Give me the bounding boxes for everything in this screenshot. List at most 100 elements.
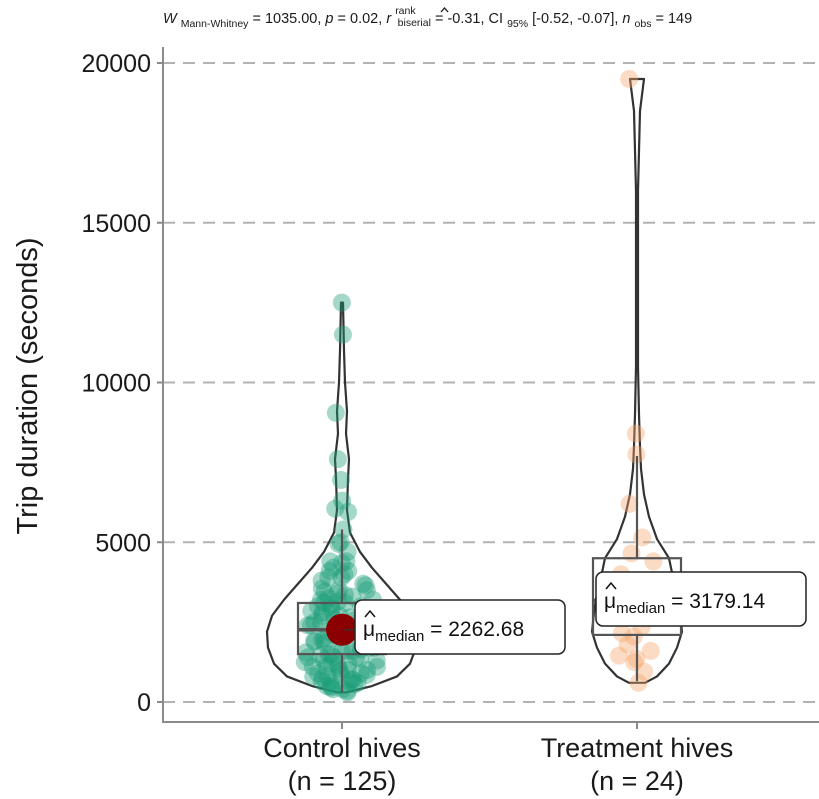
data-point — [324, 648, 343, 667]
data-point — [321, 673, 340, 692]
data-point — [308, 664, 327, 683]
data-point — [332, 641, 351, 660]
data-point — [326, 499, 345, 518]
data-point — [305, 632, 324, 651]
subtitle-r-value: = -0.31, CI — [435, 11, 503, 27]
r-hat-mark — [440, 7, 449, 13]
subtitle-w-value: = 1035.00, — [252, 11, 325, 27]
data-point — [312, 630, 331, 649]
data-point — [322, 654, 341, 673]
data-point — [338, 661, 357, 680]
data-point — [326, 403, 345, 422]
data-point — [357, 581, 376, 600]
data-point — [627, 445, 646, 464]
data-point — [333, 491, 352, 510]
subtitle-n-value: = 149 — [656, 11, 693, 27]
data-point — [367, 651, 386, 670]
data-point — [609, 646, 628, 665]
data-point — [315, 651, 334, 670]
data-point — [333, 325, 352, 344]
data-point — [295, 653, 314, 672]
subtitle-p-value: = 0.02, — [338, 11, 387, 27]
data-point — [312, 579, 331, 598]
data-point — [343, 587, 362, 606]
data-point — [351, 664, 370, 683]
subtitle-p-symbol: p — [324, 11, 333, 27]
median-label-text: μmedian = 3179.14 — [604, 590, 765, 617]
data-point — [321, 595, 340, 614]
x-tick-label: Control hives — [263, 733, 421, 763]
data-point — [315, 582, 334, 601]
data-point — [324, 558, 343, 577]
data-point — [626, 424, 645, 443]
x-tick-count-label: (n = 24) — [590, 766, 684, 796]
subtitle-r-symbol: r — [386, 11, 392, 27]
median-label-box — [595, 571, 807, 627]
data-point — [354, 574, 373, 593]
data-point — [356, 576, 375, 595]
x-axis-ticks: Control hives(n = 125) Treatment hives(n … — [263, 722, 733, 796]
data-point — [304, 667, 323, 686]
data-point — [644, 552, 663, 571]
data-point — [345, 675, 364, 694]
data-point — [335, 585, 354, 604]
data-point — [329, 659, 348, 678]
data-point — [322, 678, 341, 697]
data-point — [335, 565, 354, 584]
data-point — [311, 646, 330, 665]
data-point — [313, 603, 332, 622]
data-point — [629, 673, 648, 692]
data-point — [322, 677, 341, 696]
data-point — [313, 669, 332, 688]
data-point — [302, 601, 321, 620]
median-dot — [326, 613, 358, 646]
data-point — [340, 672, 359, 691]
subtitle-ci-sub: 95% — [507, 18, 528, 30]
chart-subtitle: W Mann-Whitney = 1035.00, p = 0.02, r ra… — [163, 2, 692, 31]
data-point — [322, 600, 341, 619]
y-tick-label: 10000 — [81, 370, 151, 398]
median-label-mu: μ — [363, 618, 375, 641]
data-point — [641, 641, 660, 660]
data-point — [330, 662, 349, 681]
data-point — [620, 494, 639, 513]
median-label-value: = 3179.14 — [665, 590, 765, 613]
gridlines — [163, 62, 819, 703]
y-tick-label: 0 — [137, 689, 151, 717]
median-label-sub: median — [616, 600, 665, 617]
y-axis-ticks: 0 5000 10000 15000 20000 — [81, 50, 163, 717]
subtitle-ci-value: [-0.52, -0.07], — [532, 11, 622, 27]
data-point — [312, 672, 331, 691]
x-tick-count-label: (n = 125) — [288, 766, 397, 796]
median-label-text: μmedian = 2262.68 — [363, 618, 524, 645]
data-point — [358, 661, 377, 680]
subtitle-r-sub: biserial — [398, 17, 431, 29]
subtitle-r-sup: rank — [395, 5, 416, 17]
data-point — [319, 568, 338, 587]
data-point — [298, 616, 317, 635]
data-point — [339, 502, 358, 521]
data-point — [305, 613, 324, 632]
mu-hat-mark — [364, 609, 376, 618]
data-point — [624, 627, 643, 646]
subtitle-w-symbol: W — [163, 11, 178, 27]
y-axis-title: Trip duration (seconds) — [12, 237, 44, 534]
data-point — [296, 643, 315, 662]
data-point — [620, 69, 639, 88]
data-point — [625, 653, 644, 672]
subtitle-w-sub: Mann-Whitney — [181, 18, 249, 30]
x-tick-label: Treatment hives — [541, 733, 734, 763]
data-point — [348, 673, 367, 692]
data-point — [635, 662, 654, 681]
data-point — [334, 520, 353, 539]
data-point — [332, 293, 351, 312]
data-point — [317, 677, 336, 696]
data-point — [343, 670, 362, 689]
data-point — [320, 562, 339, 581]
subtitle-n-sub: obs — [635, 18, 652, 30]
data-point — [339, 562, 358, 581]
median-label-box — [354, 599, 566, 655]
data-point — [331, 533, 350, 552]
